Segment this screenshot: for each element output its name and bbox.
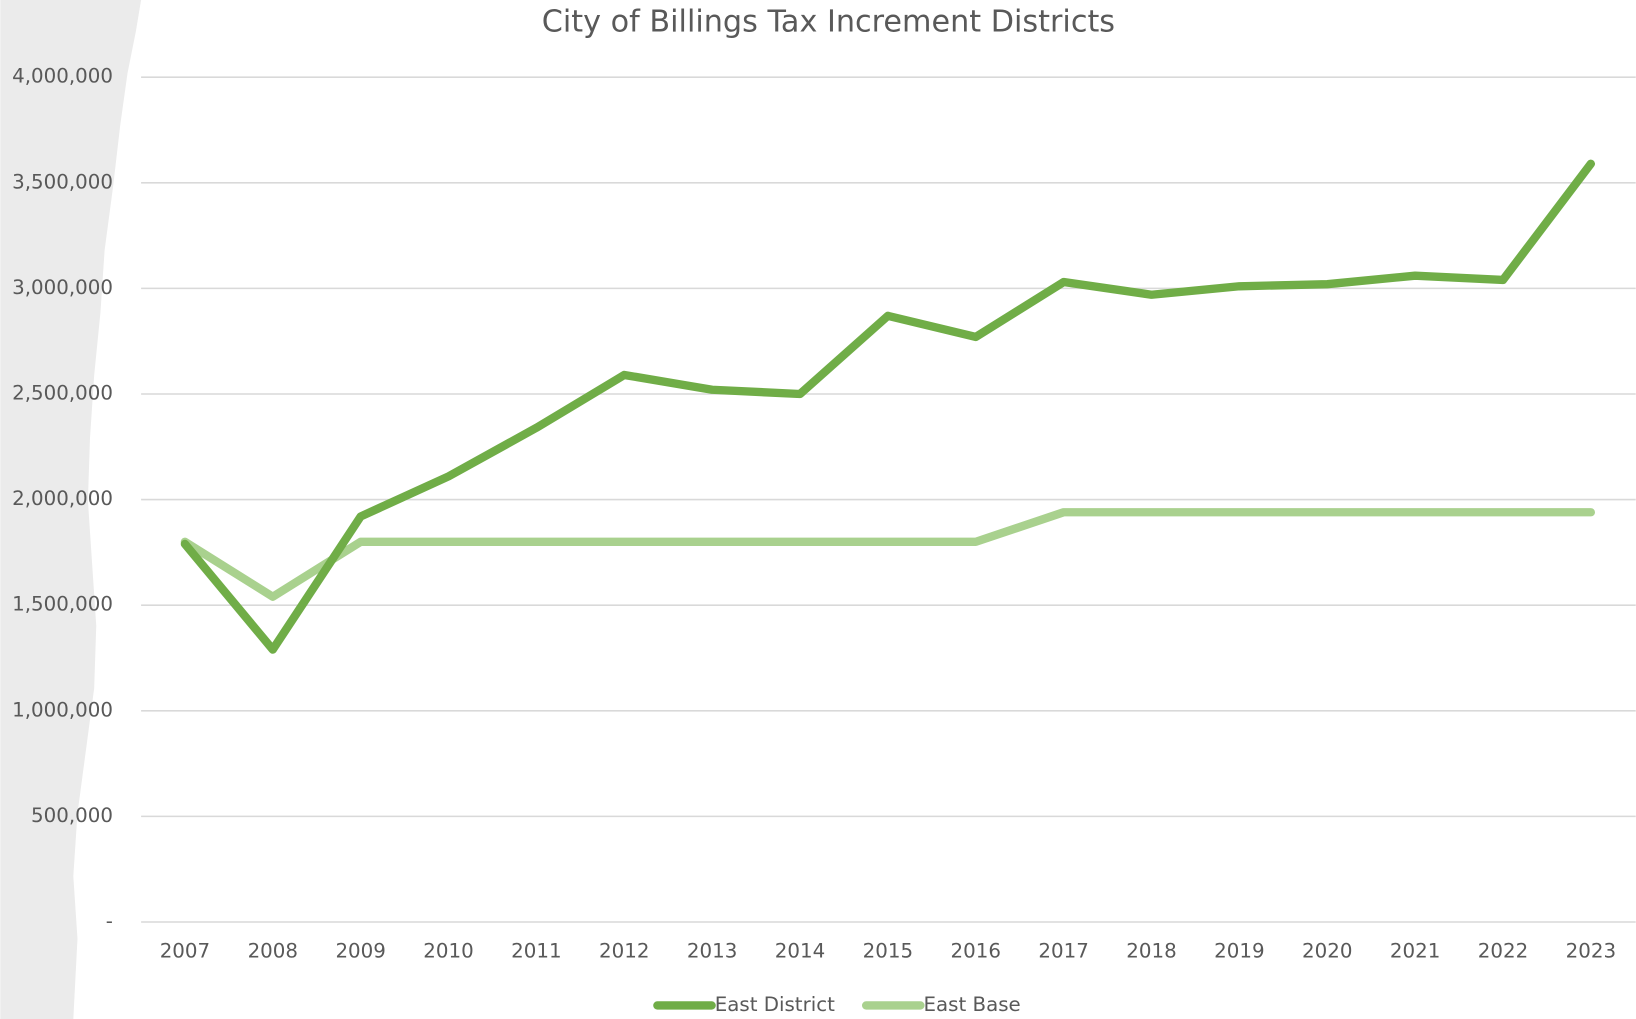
x-tick-label: 2017 (1038, 940, 1088, 963)
x-tick-label: 2021 (1390, 940, 1440, 963)
y-tick-label: 1,500,000 (12, 593, 113, 616)
legend-label: East District (715, 993, 835, 1016)
y-tick-label: 4,000,000 (12, 65, 113, 88)
x-tick-label: 2010 (423, 940, 473, 963)
series-line (185, 512, 1591, 596)
x-tick-label: 2023 (1566, 940, 1616, 963)
y-tick-label: 500,000 (31, 804, 113, 827)
x-tick-label: 2019 (1214, 940, 1264, 963)
y-tick-label: 1,000,000 (12, 698, 113, 721)
x-tick-label: 2012 (599, 940, 649, 963)
x-tick-label: 2007 (160, 940, 210, 963)
series-line (185, 164, 1591, 650)
x-tick-label: 2022 (1478, 940, 1528, 963)
x-tick-label: 2008 (248, 940, 298, 963)
x-tick-label: 2013 (687, 940, 737, 963)
x-tick-label: 2020 (1302, 940, 1352, 963)
x-tick-label: 2018 (1126, 940, 1176, 963)
x-tick-label: 2009 (335, 940, 385, 963)
y-tick-label: 3,500,000 (12, 170, 113, 193)
x-tick-label: 2016 (951, 940, 1001, 963)
x-tick-label: 2014 (775, 940, 825, 963)
chart-title: City of Billings Tax Increment Districts (542, 4, 1115, 39)
chart: City of Billings Tax Increment Districts… (0, 0, 1636, 1019)
legend-label: East Base (924, 993, 1021, 1016)
y-tick-label: 2,500,000 (12, 381, 113, 404)
y-tick-label: 3,000,000 (12, 276, 113, 299)
y-tick-label: - (106, 910, 113, 933)
page: City of Billings Tax Increment Districts… (0, 0, 1636, 1019)
y-tick-label: 2,000,000 (12, 487, 113, 510)
x-tick-label: 2015 (863, 940, 913, 963)
x-tick-label: 2011 (511, 940, 561, 963)
